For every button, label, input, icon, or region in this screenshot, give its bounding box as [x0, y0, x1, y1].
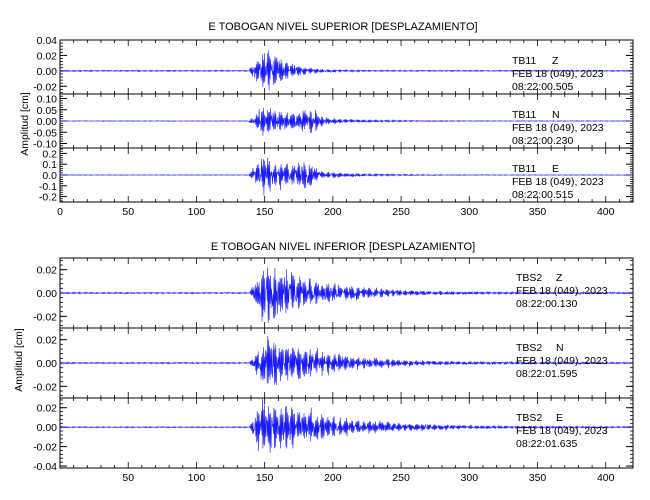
record-date: FEB 18 (049), 2023 [516, 285, 608, 297]
component-label: E [556, 412, 563, 424]
x-tick-label: 250 [392, 206, 410, 218]
y-ticks: 0.02 0.00 -0.02 [33, 259, 633, 327]
x-tick-label: 50 [122, 206, 134, 218]
trace-tbs2-z [59, 267, 633, 324]
record-time: 08:22:01.595 [516, 368, 577, 380]
record-date: FEB 18 (049), 2023 [516, 355, 608, 367]
record-time: 08:22:00.515 [512, 189, 573, 201]
y-tick-label: 0.2 [42, 148, 57, 160]
x-tick-label: 300 [461, 206, 479, 218]
station-code: TB11 [512, 109, 536, 121]
y-ticks: 0.100.050.00-0.05-0.10 [33, 94, 633, 151]
y-ticks: 0.20.10.0-0.1-0.2 [39, 148, 633, 204]
x-tick-label: 150 [256, 472, 274, 484]
chart-title-superior: E TOBOGAN NIVEL SUPERIOR [DESPLAZAMIENTO… [208, 21, 477, 33]
component-label: N [556, 342, 564, 354]
panel-tb11-z: 0.04 0.02 0.00 -0.02 TB11 Z FEB 18 (049), 2… [33, 35, 634, 95]
trace-tb11-e [59, 157, 633, 196]
panel-tbs2-n: 0.02 0.00 -0.02 TBS2 N FEB 18 (049), 2023 … [33, 327, 634, 399]
component-label: N [552, 109, 560, 121]
y-tick-label: -0.02 [33, 442, 57, 454]
y-tick-label: -0.1 [39, 181, 57, 193]
trace-tb11-n [59, 107, 633, 136]
component-label: Z [552, 55, 559, 67]
y-tick-label: 0.00 [37, 358, 58, 370]
x-tick-label: 300 [461, 472, 479, 484]
x-tick-label: 350 [529, 206, 547, 218]
station-info-tb11-e: TB11 E FEB 18 (049), 2023 08:22:00.515 [512, 163, 604, 201]
x-tick-label: 350 [529, 472, 547, 484]
y-tick-label: 0.02 [37, 265, 58, 277]
trace-tb11-z [59, 50, 633, 91]
station-info-tbs2-z: TBS2 Z FEB 18 (049), 2023 08:22:00.130 [516, 272, 608, 310]
y-tick-label: -0.10 [33, 139, 57, 151]
record-date: FEB 18 (049), 2023 [512, 176, 604, 188]
chart-superior: E TOBOGAN NIVEL SUPERIOR [DESPLAZAMIENTO… [19, 21, 634, 218]
y-axis-label-superior: Amplitud [cm] [19, 92, 31, 156]
record-time: 08:22:00.130 [516, 298, 577, 310]
record-time: 08:22:01.635 [516, 438, 577, 450]
station-code: TBS2 [516, 342, 542, 354]
x-tick-label: 400 [597, 472, 615, 484]
y-tick-label: 0.00 [37, 66, 58, 78]
y-tick-label: -0.02 [33, 381, 57, 393]
panel-tb11-n: 0.100.050.00-0.05-0.10 TB11 N FEB 18 (04… [33, 93, 634, 151]
y-tick-label: -0.02 [33, 81, 57, 93]
y-tick-label: 0.02 [37, 335, 58, 347]
station-code: TB11 [512, 163, 536, 175]
y-tick-label: -0.02 [33, 311, 57, 323]
chart-inferior: E TOBOGAN NIVEL INFERIOR [DESPLAZAMIENTO… [13, 241, 634, 484]
y-ticks: 0.02 0.00 -0.02 -0.04 [33, 399, 633, 473]
station-code: TB11 [512, 55, 536, 67]
y-axis-label-inferior: Amplitud [cm] [13, 328, 25, 392]
y-tick-label: -0.05 [33, 127, 57, 139]
station-code: TBS2 [516, 272, 542, 284]
chart-title-inferior: E TOBOGAN NIVEL INFERIOR [DESPLAZAMIENTO… [211, 241, 475, 253]
x-tick-label: 250 [392, 472, 410, 484]
y-tick-label: 0.00 [37, 288, 58, 300]
x-tick-label: 100 [188, 472, 206, 484]
x-tick-label: 50 [122, 472, 134, 484]
x-tick-label: 150 [256, 206, 274, 218]
y-tick-label: 0.0 [42, 170, 57, 182]
y-tick-label: 0.02 [37, 50, 58, 62]
record-time: 08:22:00.505 [512, 81, 573, 93]
y-tick-label: 0.10 [37, 94, 58, 106]
station-info-tb11-z: TB11 Z FEB 18 (049), 2023 08:22:00.505 [512, 55, 604, 93]
component-label: E [552, 163, 559, 175]
trace-tbs2-n [59, 336, 633, 386]
y-tick-label: 0.04 [37, 35, 58, 47]
y-tick-label: -0.2 [39, 192, 57, 204]
record-date: FEB 18 (049), 2023 [516, 425, 608, 437]
station-info-tbs2-n: TBS2 N FEB 18 (049), 2023 08:22:01.595 [516, 342, 608, 380]
panel-tbs2-z: 0.02 0.00 -0.02 TBS2 Z FEB 18 (049), 2023 … [33, 257, 634, 329]
x-tick-label: 0 [57, 206, 63, 218]
y-tick-label: 0.05 [37, 105, 58, 117]
y-tick-label: 0.00 [37, 116, 58, 128]
record-time: 08:22:00.230 [512, 135, 573, 147]
x-axis-superior: 0 50 100 150 200 250 300 350 400 [57, 40, 634, 218]
y-tick-label: -0.04 [33, 461, 57, 473]
x-axis-inferior: 50 100 150 200 250 300 350 400 [59, 258, 634, 484]
x-tick-label: 200 [324, 206, 342, 218]
y-tick-label: 0.1 [42, 159, 57, 171]
y-tick-label: 0.00 [37, 422, 58, 434]
x-tick-label: 100 [188, 206, 206, 218]
x-tick-label: 200 [324, 472, 342, 484]
station-info-tb11-n: TB11 N FEB 18 (049), 2023 08:22:00.230 [512, 109, 604, 147]
record-date: FEB 18 (049), 2023 [512, 122, 604, 134]
component-label: Z [556, 272, 563, 284]
record-date: FEB 18 (049), 2023 [512, 68, 604, 80]
station-info-tbs2-e: TBS2 E FEB 18 (049), 2023 08:22:01.635 [516, 412, 608, 450]
trace-tbs2-e [59, 398, 633, 453]
x-tick-label: 400 [597, 206, 615, 218]
y-tick-label: 0.02 [37, 403, 58, 415]
station-code: TBS2 [516, 412, 542, 424]
